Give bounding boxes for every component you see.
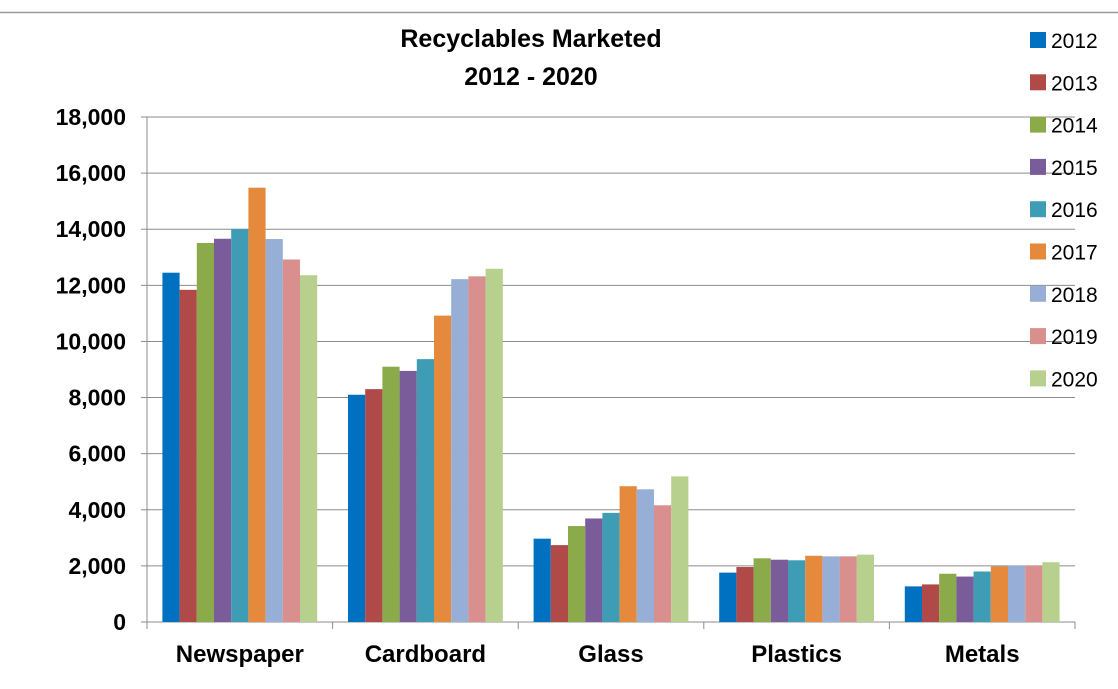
bar-2016-plastics [788, 560, 806, 622]
x-axis-tick-labels: Newspaper Cardboard Glass Plastics Metals [176, 641, 1020, 668]
bar-2014-plastics [753, 558, 771, 622]
legend-label: 2013 [1051, 72, 1098, 95]
bar-2013-metals [922, 584, 940, 622]
bar-2014-cardboard [382, 366, 400, 622]
legend-label: 2019 [1051, 326, 1098, 349]
y-tick-label: 2,000 [68, 553, 126, 579]
bar-2012-glass [533, 538, 551, 622]
y-tick-label: 4,000 [68, 497, 126, 523]
bar-2018-newspaper [265, 239, 283, 622]
bar-2020-newspaper [300, 275, 318, 622]
chart-title-line-1: Recyclables Marketed [400, 25, 661, 53]
bar-2014-newspaper [196, 242, 214, 622]
bar-2016-metals [973, 571, 991, 622]
y-tick-label: 10,000 [56, 328, 126, 354]
bar-2013-plastics [736, 567, 754, 622]
bar-2013-glass [550, 545, 568, 622]
legend-label: 2015 [1051, 157, 1098, 180]
bar-2012-cardboard [348, 394, 366, 622]
bar-2016-newspaper [231, 228, 249, 623]
bar-2018-cardboard [451, 279, 469, 622]
legend-swatch-2019 [1030, 328, 1046, 345]
legend-label: 2020 [1051, 368, 1098, 391]
legend-label: 2017 [1051, 242, 1098, 265]
bar-2020-metals [1042, 562, 1060, 622]
legend-swatch-2015 [1030, 158, 1046, 175]
bar-2018-glass [636, 489, 654, 622]
bar-2020-cardboard [485, 268, 503, 622]
legend-swatch-2012 [1030, 32, 1046, 48]
bar-2016-glass [602, 512, 620, 622]
x-tick-label: Glass [578, 641, 643, 668]
y-tick-label: 6,000 [68, 441, 126, 467]
bar-2019-glass [654, 505, 672, 622]
bar-2015-plastics [770, 559, 788, 622]
bar-2019-plastics [839, 556, 857, 622]
legend: 2012 2013 2014 2015 2016 2017 2018 2019 2020 [1030, 30, 1098, 391]
y-tick-label: 8,000 [68, 385, 126, 411]
bar-2018-plastics [822, 556, 840, 622]
bar-2019-newspaper [282, 259, 300, 622]
bars [162, 187, 1060, 623]
legend-swatch-2020 [1030, 370, 1046, 387]
bar-2013-newspaper [179, 289, 197, 622]
bar-2015-cardboard [399, 370, 417, 622]
bar-2019-metals [1025, 565, 1043, 622]
bar-2020-glass [671, 476, 689, 622]
bar-2012-plastics [719, 572, 737, 622]
legend-swatch-2013 [1030, 74, 1046, 91]
bar-2017-metals [990, 566, 1008, 622]
bar-2017-cardboard [434, 315, 452, 622]
legend-label: 2014 [1051, 115, 1098, 138]
legend-swatch-2016 [1030, 201, 1046, 218]
x-tick-label: Cardboard [365, 641, 486, 668]
bar-2012-metals [904, 586, 922, 622]
bar-2015-newspaper [214, 238, 232, 622]
bar-2020-plastics [856, 554, 874, 622]
bar-2012-newspaper [162, 272, 180, 622]
bar-2017-newspaper [248, 187, 266, 622]
legend-swatch-2018 [1030, 285, 1046, 302]
y-tick-label: 0 [113, 609, 126, 635]
bar-2017-glass [619, 486, 637, 622]
y-tick-label: 14,000 [56, 216, 126, 242]
bar-2016-cardboard [416, 359, 434, 622]
x-tick-label: Metals [945, 641, 1020, 668]
bar-2014-glass [568, 526, 586, 622]
legend-label: 2016 [1051, 199, 1098, 222]
y-axis-tick-labels: 0 2,000 4,000 6,000 8,000 10,000 12,000 14,000 1… [56, 104, 126, 635]
y-tick-label: 16,000 [56, 160, 126, 186]
bar-2019-cardboard [468, 276, 486, 622]
y-tick-label: 12,000 [56, 272, 126, 298]
bar-2015-glass [585, 518, 603, 622]
y-tick-label: 18,000 [56, 104, 126, 130]
bar-2015-metals [956, 576, 974, 622]
legend-label: 2012 [1051, 30, 1098, 53]
chart-title-line-2: 2012 - 2020 [464, 63, 597, 91]
bar-2013-cardboard [365, 389, 383, 622]
x-tick-label: Newspaper [176, 641, 304, 668]
bar-2018-metals [1008, 565, 1026, 622]
legend-label: 2018 [1051, 284, 1098, 307]
bar-2017-plastics [805, 555, 823, 622]
legend-swatch-2017 [1030, 243, 1046, 260]
x-tick-label: Plastics [751, 641, 842, 668]
legend-swatch-2014 [1030, 116, 1046, 133]
bar-2014-metals [939, 573, 957, 622]
